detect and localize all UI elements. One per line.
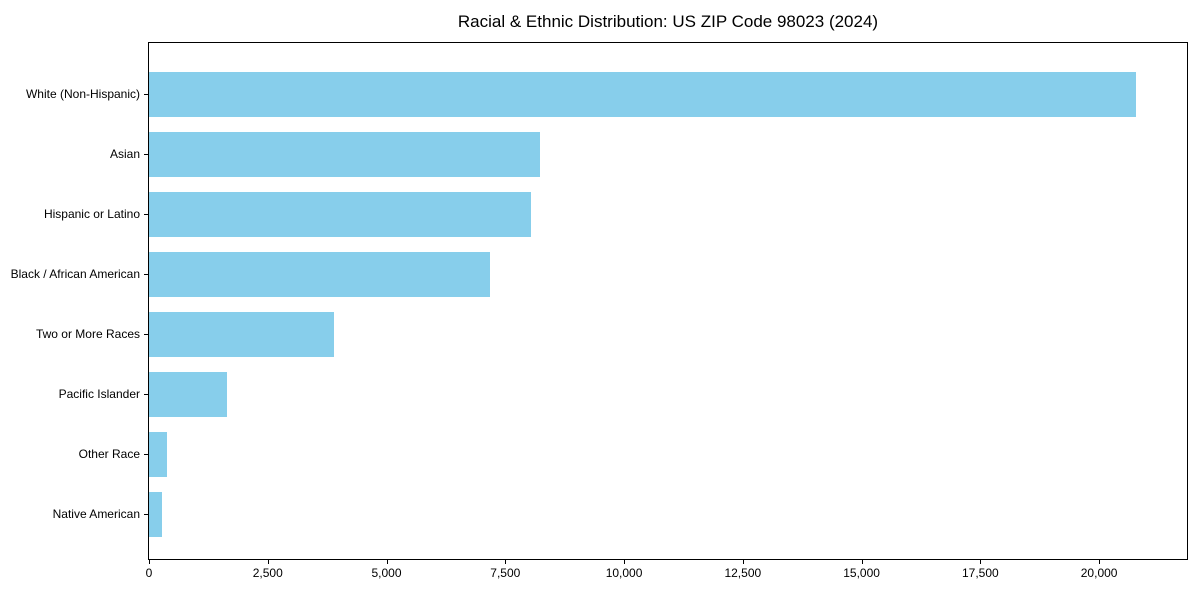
x-tick-label-0: 0 bbox=[145, 566, 153, 580]
x-tick-mark bbox=[386, 560, 388, 564]
y-tick-label-black-african-american: Black / African American bbox=[10, 267, 140, 281]
x-tick-mark bbox=[861, 560, 863, 564]
x-tick-label-7500: 7,500 bbox=[490, 566, 521, 580]
bar-two-or-more-races bbox=[149, 311, 334, 357]
x-tick-label-5000: 5,000 bbox=[371, 566, 402, 580]
y-tick-mark bbox=[144, 214, 148, 215]
y-tick-mark bbox=[144, 454, 148, 455]
y-tick-label-white-non-hispanic: White (Non-Hispanic) bbox=[25, 87, 140, 101]
bar-pacific-islander bbox=[149, 371, 227, 417]
chart-title: Racial & Ethnic Distribution: US ZIP Cod… bbox=[457, 12, 879, 31]
x-tick-mark bbox=[149, 560, 150, 564]
bar-white-non-hispanic bbox=[149, 71, 1137, 117]
y-tick-mark bbox=[144, 274, 148, 275]
x-tick-mark bbox=[505, 560, 507, 564]
y-tick-label-two-or-more-races: Two or More Races bbox=[35, 327, 140, 341]
y-tick-label-pacific-islander: Pacific Islander bbox=[58, 387, 140, 401]
bar-other-race bbox=[149, 431, 167, 477]
x-tick-label-2500: 2,500 bbox=[252, 566, 283, 580]
bar-native-american bbox=[149, 491, 163, 537]
y-tick-label-hispanic-or-latino: Hispanic or Latino bbox=[43, 207, 140, 221]
x-tick-mark bbox=[980, 560, 982, 564]
y-tick-label-asian: Asian bbox=[109, 147, 140, 161]
y-tick-label-native-american: Native American bbox=[52, 507, 140, 521]
bar-asian bbox=[149, 131, 540, 177]
x-tick-mark bbox=[624, 560, 626, 564]
x-tick-mark bbox=[1099, 560, 1101, 564]
x-tick-label-17500: 17,500 bbox=[961, 566, 999, 580]
y-tick-label-other-race: Other Race bbox=[78, 447, 140, 461]
bar-black-african-american bbox=[149, 251, 491, 297]
x-tick-mark bbox=[742, 560, 744, 564]
x-tick-mark bbox=[267, 560, 269, 564]
y-tick-mark bbox=[144, 154, 148, 155]
y-tick-mark bbox=[144, 394, 148, 395]
x-tick-label-20000: 20,000 bbox=[1080, 566, 1118, 580]
bar-hispanic-or-latino bbox=[149, 191, 531, 237]
y-tick-mark bbox=[144, 514, 148, 515]
x-tick-label-10000: 10,000 bbox=[605, 566, 643, 580]
x-tick-label-12500: 12,500 bbox=[724, 566, 762, 580]
y-tick-mark bbox=[144, 94, 148, 95]
plot-area bbox=[148, 42, 1188, 560]
y-tick-mark bbox=[144, 334, 148, 335]
x-tick-label-15000: 15,000 bbox=[843, 566, 880, 580]
